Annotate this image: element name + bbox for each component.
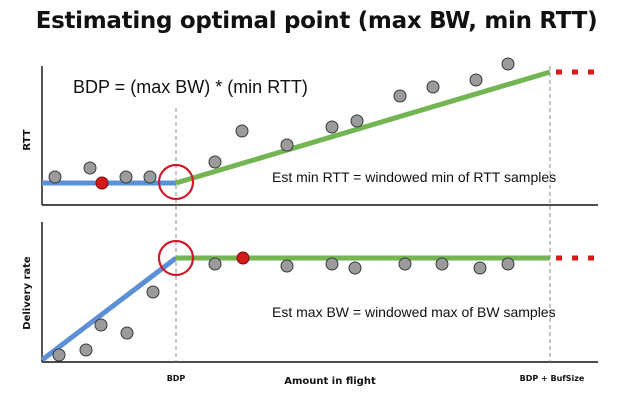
max-bw-annotation: Est max BW = windowed max of BW samples <box>272 304 556 320</box>
min-rtt-highlight-dot <box>95 176 109 190</box>
rtt-sample-dot <box>83 161 97 175</box>
bw-sample-dot <box>79 343 93 357</box>
bottom-optimal-point-circle <box>157 239 195 277</box>
tick-bdp-bufsize: BDP + BufSize <box>520 374 585 383</box>
bw-sample-dot <box>52 348 66 362</box>
bw-sample-dot <box>473 261 487 275</box>
bdp-formula: BDP = (max BW) * (min RTT) <box>73 77 308 97</box>
rtt-sample-dot <box>235 124 249 138</box>
bw-sample-dot <box>325 257 339 271</box>
top-samples <box>48 57 515 184</box>
bw-sample-dot <box>208 257 222 271</box>
max-bw-highlight-dot <box>236 251 250 265</box>
bw-sample-dot <box>280 259 294 273</box>
delivery-rate-axis-label: Delivery rate <box>22 256 33 330</box>
rtt-sample-dot <box>280 138 294 152</box>
rtt-sample-dot <box>350 114 364 128</box>
bw-sample-dot <box>398 257 412 271</box>
rtt-axis-label: RTT <box>22 129 33 150</box>
bw-sample-dot <box>348 261 362 275</box>
rtt-sample-dot <box>208 155 222 169</box>
bw-sample-dot <box>94 318 108 332</box>
bw-sample-dot <box>501 257 515 271</box>
rtt-sample-dot <box>325 120 339 134</box>
rtt-sample-dot <box>501 57 515 71</box>
x-axis-label: Amount in flight <box>284 376 376 387</box>
rtt-sample-dot <box>119 170 133 184</box>
bw-sample-dot <box>146 285 160 299</box>
bottom-samples <box>52 257 515 362</box>
rtt-sample-dot <box>143 170 157 184</box>
bottom-blue-line <box>40 256 178 362</box>
bw-sample-dot <box>120 326 134 340</box>
top-green-line <box>175 69 551 186</box>
rtt-sample-dot <box>469 73 483 87</box>
tick-bdp: BDP <box>167 374 186 383</box>
min-rtt-annotation: Est min RTT = windowed min of RTT sample… <box>272 169 556 185</box>
rtt-sample-dot <box>48 170 62 184</box>
page-title: Estimating optimal point (max BW, min RT… <box>35 8 598 34</box>
top-optimal-point-circle <box>157 163 195 201</box>
bw-sample-dot <box>435 257 449 271</box>
rtt-sample-dot <box>426 80 440 94</box>
rtt-sample-dot <box>393 89 407 103</box>
